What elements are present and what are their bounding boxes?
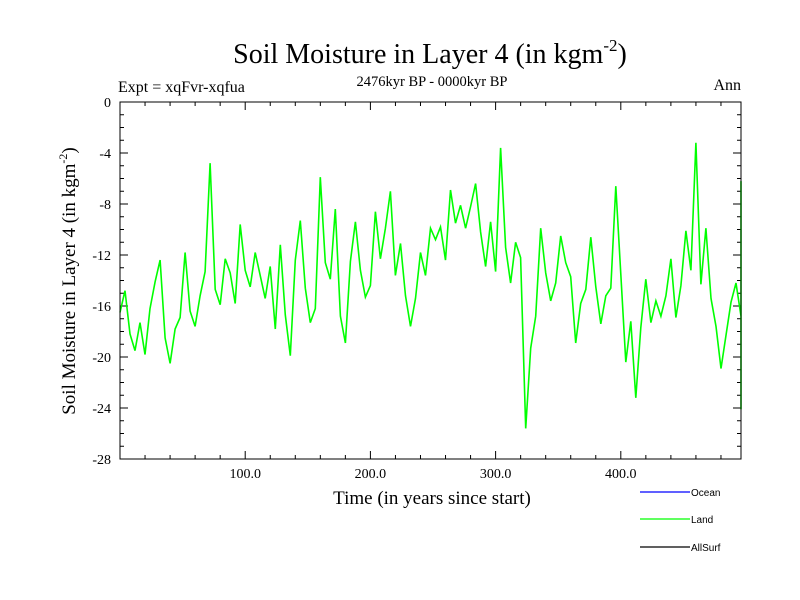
y-tick-label: -4 (99, 147, 111, 162)
y-tick-label: -12 (92, 249, 111, 264)
period-label: Ann (713, 77, 741, 94)
y-tick-label: -20 (92, 351, 111, 366)
x-tick-labels: 100.0 200.0 300.0 400.0 (229, 467, 636, 482)
svg-text:Soil Moisture in Layer 4 (in k: Soil Moisture in Layer 4 (in kgm-2) (56, 147, 80, 415)
y-tick-label: 0 (104, 96, 111, 111)
x-axis-label: Time (in years since start) (333, 488, 531, 509)
y-axis-label: Soil Moisture in Layer 4 (in kgm-2) (56, 147, 80, 415)
legend-label-land: Land (691, 515, 713, 526)
legend-label-ocean: Ocean (691, 488, 720, 499)
y-tick-label: -8 (99, 198, 111, 213)
x-tick-label: 300.0 (480, 467, 512, 482)
y-tick-labels: 0 -4 -8 -12 -16 -20 -24 -28 (92, 96, 111, 468)
chart-title: Soil Moisture in Layer 4 (in kgm-2) (233, 36, 627, 70)
legend: Ocean Land AllSurf (640, 488, 721, 554)
y-tick-label: -16 (92, 300, 111, 315)
land-series-line (119, 142, 742, 429)
y-tick-label: -24 (92, 402, 111, 417)
plot-frame (119, 101, 742, 460)
chart-subtitle: 2476kyr BP - 0000kyr BP (357, 74, 508, 90)
axis-ticks (120, 102, 741, 459)
x-tick-label: 400.0 (605, 467, 637, 482)
legend-label-allsurf: AllSurf (691, 543, 721, 554)
x-tick-label: 200.0 (355, 467, 387, 482)
plot-area (119, 101, 742, 460)
y-tick-label: -28 (92, 453, 111, 468)
x-tick-label: 100.0 (229, 467, 261, 482)
experiment-label: Expt = xqFvr-xqfua (118, 79, 245, 96)
